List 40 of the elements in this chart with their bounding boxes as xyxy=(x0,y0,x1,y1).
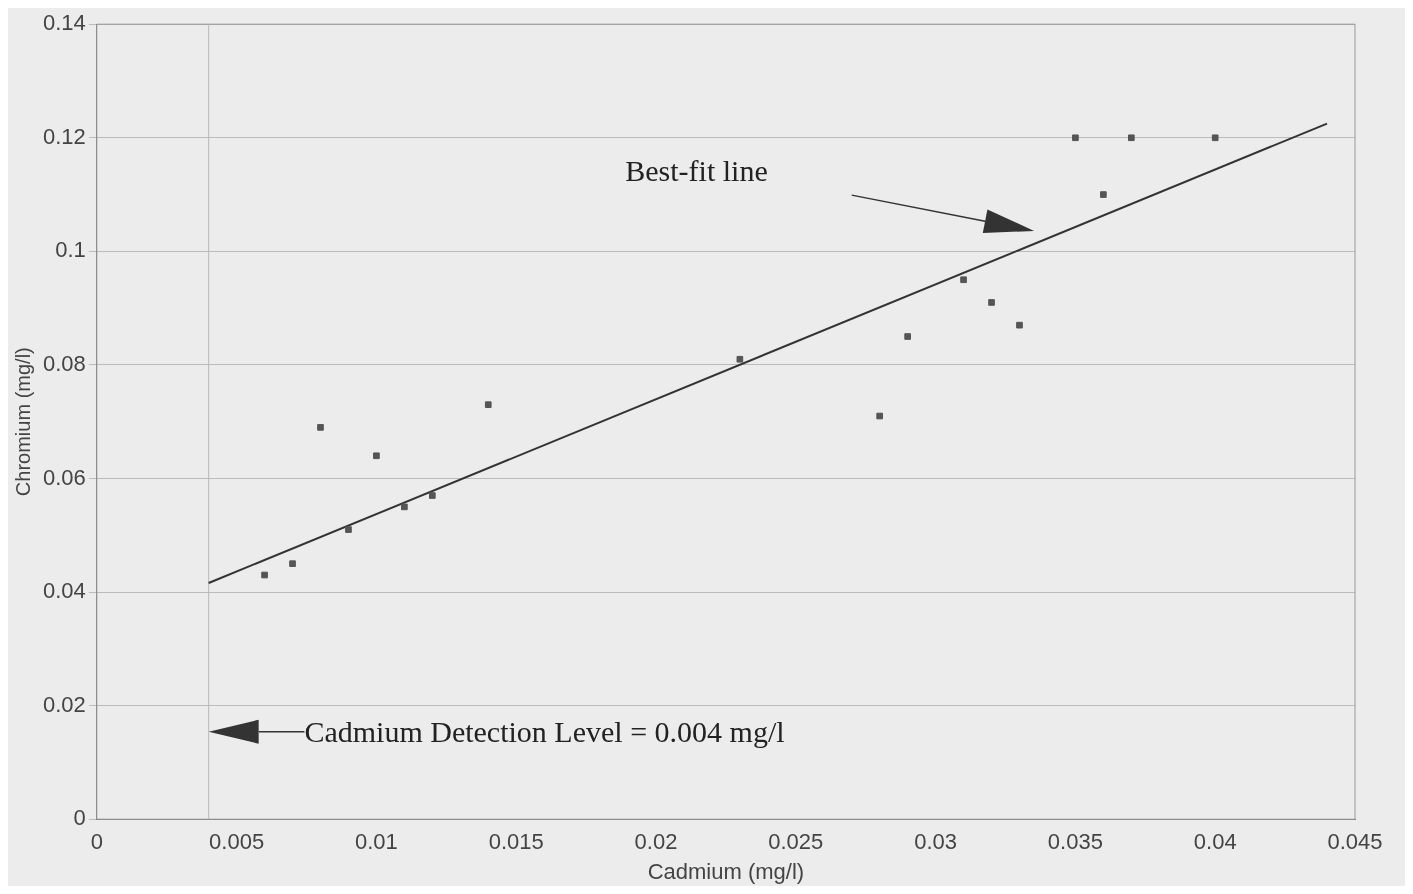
point xyxy=(345,526,352,533)
point xyxy=(289,560,296,567)
point xyxy=(876,412,884,420)
y-tick-label: 0.04 xyxy=(42,578,86,604)
y-tick-label: 0.12 xyxy=(42,123,86,149)
y-tick-label: 0.1 xyxy=(55,237,86,263)
x-tick-label: 0.03 xyxy=(914,829,958,855)
y-tick-label: 0 xyxy=(73,805,86,831)
point xyxy=(317,424,324,431)
y-tick-label: 0.08 xyxy=(42,350,86,376)
point xyxy=(401,503,408,511)
y-axis-title: Chromium (mg/l) xyxy=(11,347,34,497)
point xyxy=(904,333,911,340)
point xyxy=(484,401,492,408)
x-tick-label: 0.045 xyxy=(1327,829,1383,855)
point xyxy=(1072,134,1079,142)
x-tick-label: 0.02 xyxy=(634,829,678,855)
point xyxy=(1100,191,1107,198)
y-tick-label: 0.02 xyxy=(42,691,86,717)
point xyxy=(1211,134,1219,142)
x-tick-label: 0.025 xyxy=(768,829,824,855)
x-axis-title: Cadmium (mg/l) xyxy=(647,858,805,884)
x-tick-label: 0.015 xyxy=(488,829,544,855)
y-tick-label: 0.06 xyxy=(42,464,86,490)
annotation: Best-fit line xyxy=(625,154,768,189)
point xyxy=(736,355,744,363)
point xyxy=(960,276,967,284)
y-tick-label: 0.14 xyxy=(42,10,86,36)
point xyxy=(261,571,268,579)
point xyxy=(1016,321,1023,329)
x-tick-label: 0.04 xyxy=(1193,829,1237,855)
x-tick-label: 0.01 xyxy=(355,829,398,855)
point xyxy=(373,452,380,460)
x-tick-label: 0 xyxy=(90,829,103,855)
point xyxy=(1127,134,1135,142)
annotation: Cadmium Detection Level = 0.004 mg/l xyxy=(304,714,785,749)
point xyxy=(429,492,436,499)
point xyxy=(988,299,995,306)
x-tick-label: 0.035 xyxy=(1047,829,1103,855)
x-tick-label: 0.005 xyxy=(209,829,265,855)
